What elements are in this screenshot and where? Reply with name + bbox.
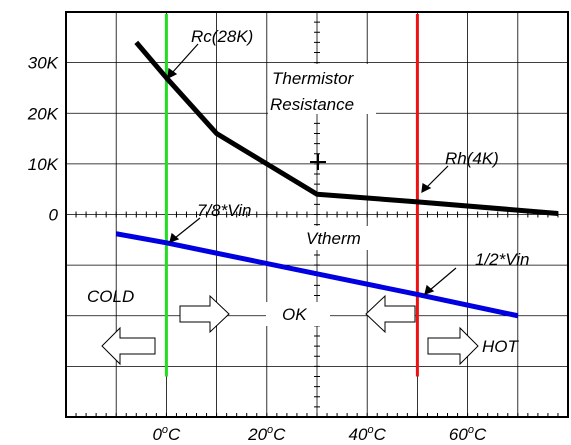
x-tick-label: 40oC xyxy=(349,424,387,444)
series-line-1 xyxy=(115,231,519,319)
thermistor-label-bg xyxy=(268,64,376,114)
seven-eighths-label: 7/8*Vin xyxy=(197,201,252,220)
rc-label: Rc(28K) xyxy=(191,27,253,46)
vtherm-label-bg xyxy=(300,226,380,250)
rh-arrowhead xyxy=(421,183,432,194)
ok-left-arrow-icon xyxy=(365,294,416,334)
half-arrow xyxy=(429,267,457,291)
y-tick-label: 20K xyxy=(27,104,59,123)
ok-label-bg xyxy=(266,302,330,326)
rh-label: Rh(4K) xyxy=(445,149,499,168)
thermistor-label: Thermistor xyxy=(272,69,355,88)
ok-label: OK xyxy=(282,305,307,324)
y-tick-labels: 30K 20K 10K 0 xyxy=(27,54,59,225)
x-tick-label: 60oC xyxy=(449,424,487,444)
y-tick-label: 30K xyxy=(28,54,59,73)
series-lines xyxy=(115,40,559,319)
vtherm-label: Vtherm xyxy=(306,229,361,248)
x-tick-label: 20oC xyxy=(247,424,286,444)
cold-label: COLD xyxy=(87,287,134,306)
region-arrows xyxy=(101,294,479,366)
x-tick-labels: 0oC 20oC 40oC 60oC xyxy=(152,424,487,444)
y-tick-label: 10K xyxy=(28,155,59,174)
half-arrowhead xyxy=(424,284,435,295)
half-vin-label: 1/2*Vin xyxy=(475,250,530,269)
cold-arrow-icon xyxy=(101,326,156,366)
seven-eighths-arrow xyxy=(174,217,201,239)
resistance-label: Resistance xyxy=(270,95,354,114)
annotation-arrows xyxy=(167,43,457,295)
hot-label: HOT xyxy=(482,337,520,356)
rh-arrow xyxy=(425,165,449,189)
series-line-0 xyxy=(134,40,559,216)
ok-right-arrow-icon xyxy=(179,294,230,334)
hot-arrow-icon xyxy=(427,326,479,366)
y-tick-label: 0 xyxy=(49,206,59,225)
rc-arrowhead xyxy=(167,67,178,80)
crosshair xyxy=(310,154,326,170)
rc-arrow xyxy=(171,43,199,74)
seven-eighths-arrowhead xyxy=(169,232,180,243)
x-tick-label: 0oC xyxy=(152,424,181,444)
